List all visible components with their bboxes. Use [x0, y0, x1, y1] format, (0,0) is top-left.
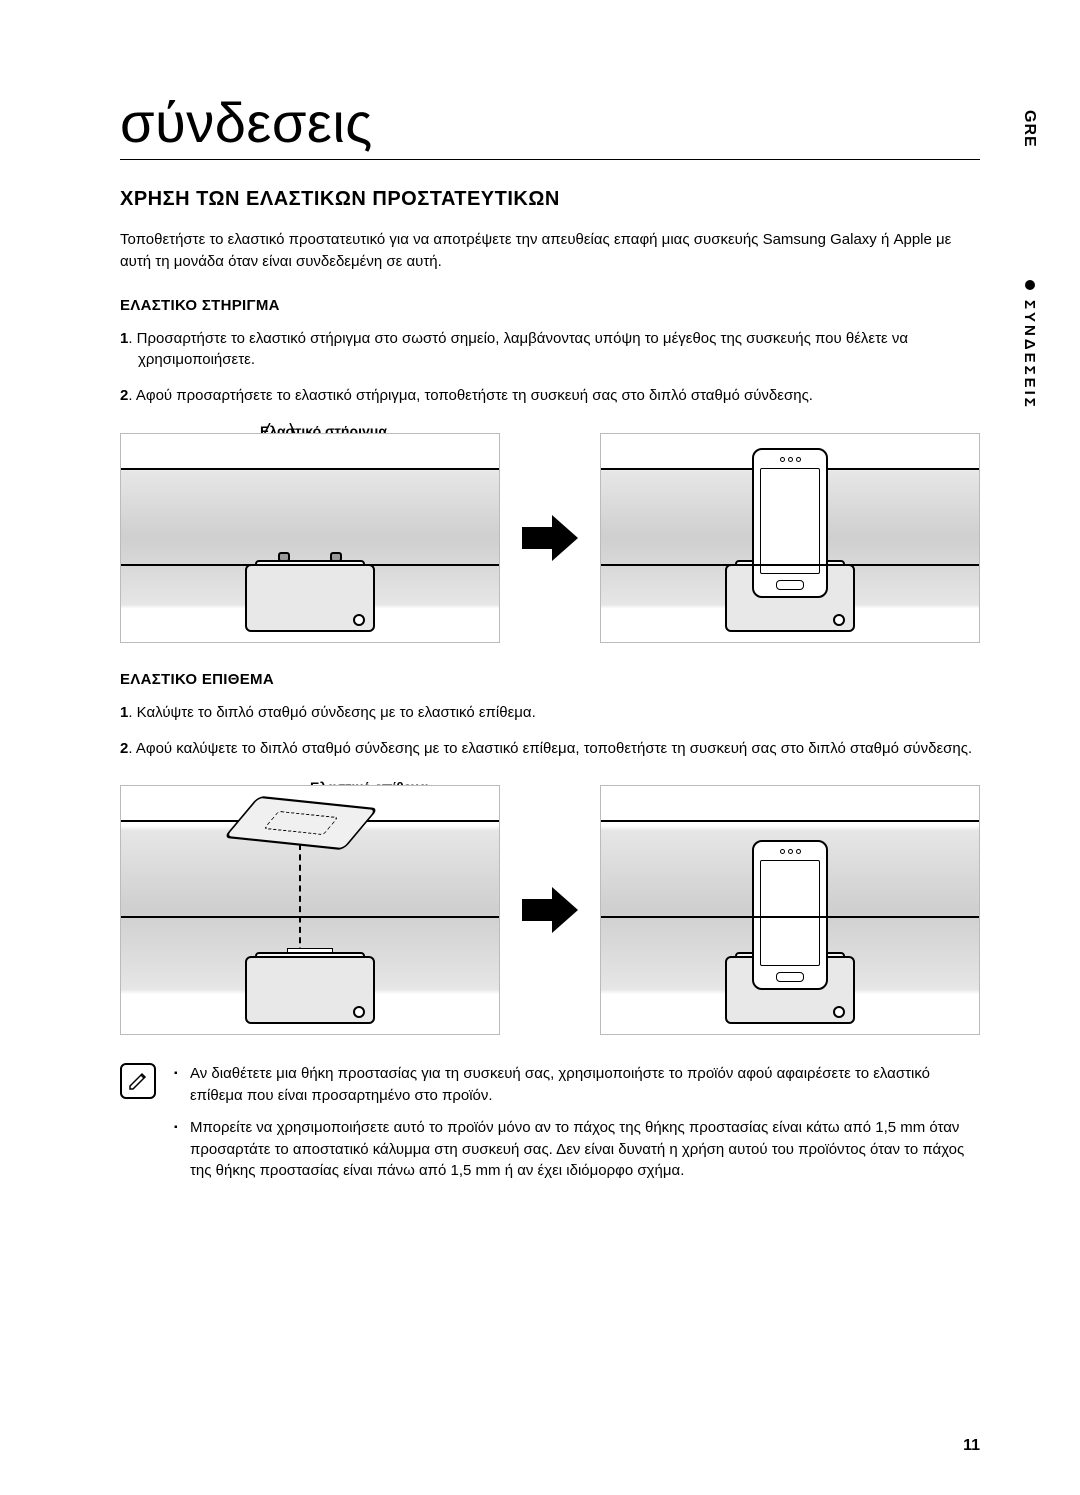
phone-device-icon	[752, 448, 828, 598]
dock-base-icon	[245, 564, 375, 632]
figure-2: Ελαστικό επίθεμα	[120, 785, 980, 1035]
page-number: 11	[963, 1437, 980, 1455]
step-text: . Αφού καλύψετε το διπλό σταθμό σύνδεσης…	[128, 740, 972, 757]
section1-heading: ΕΛΑΣΤΙΚΟ ΣΤΗΡΙΓΜΑ	[120, 297, 980, 314]
main-heading: ΧΡΗΣΗ ΤΩΝ ΕΛΑΣΤΙΚΩΝ ΠΡΟΣΤΑΤΕΥΤΙΚΩΝ	[120, 188, 980, 211]
step-text: . Προσαρτήστε το ελαστικό στήριγμα στο σ…	[128, 330, 908, 369]
section2-step1: 1. Καλύψτε το διπλό σταθμό σύνδεσης με τ…	[120, 702, 980, 724]
side-section-label: ΣΥΝΔΕΣΕΙΣ	[1021, 280, 1038, 410]
notes-block: Αν διαθέτετε μια θήκη προστασίας για τη …	[120, 1063, 980, 1192]
note-pencil-icon	[120, 1063, 156, 1099]
figure1-panel-left	[120, 433, 500, 643]
language-tab: GRE	[1020, 110, 1038, 148]
side-section-text: ΣΥΝΔΕΣΕΙΣ	[1021, 300, 1038, 410]
phone-speaker-icon	[769, 848, 811, 855]
figure2-panel-right	[600, 785, 980, 1035]
dashed-guideline-icon	[299, 844, 301, 964]
figure2-panel-left	[120, 785, 500, 1035]
figure1-panel-right	[600, 433, 980, 643]
section2-step2: 2. Αφού καλύψετε το διπλό σταθμό σύνδεση…	[120, 738, 980, 760]
note-item: Αν διαθέτετε μια θήκη προστασίας για τη …	[174, 1063, 980, 1107]
note-item: Μπορείτε να χρησιμοποιήσετε αυτό το προϊ…	[174, 1117, 980, 1182]
arrow-right-icon	[520, 887, 580, 933]
section2-heading: ΕΛΑΣΤΙΚΟ ΕΠΙΘΕΜΑ	[120, 671, 980, 688]
bullet-icon	[1025, 280, 1035, 290]
page-title: σύνδεσεις	[120, 90, 980, 160]
step-text: . Καλύψτε το διπλό σταθμό σύνδεσης με το…	[128, 704, 535, 721]
section1-step2: 2. Αφού προσαρτήσετε το ελαστικό στήριγμ…	[120, 385, 980, 407]
figure-1: Ελαστικό στήριγμα	[120, 433, 980, 643]
step-text: . Αφού προσαρτήσετε το ελαστικό στήριγμα…	[128, 387, 813, 404]
phone-device-icon	[752, 840, 828, 990]
section1-step1: 1. Προσαρτήστε το ελαστικό στήριγμα στο …	[120, 328, 980, 372]
rubber-pad-icon	[223, 796, 378, 851]
intro-paragraph: Τοποθετήστε το ελαστικό προστατευτικό γι…	[120, 229, 980, 273]
notes-list: Αν διαθέτετε μια θήκη προστασίας για τη …	[174, 1063, 980, 1192]
phone-speaker-icon	[769, 456, 811, 463]
dock-base-icon	[245, 956, 375, 1024]
arrow-right-icon	[520, 515, 580, 561]
